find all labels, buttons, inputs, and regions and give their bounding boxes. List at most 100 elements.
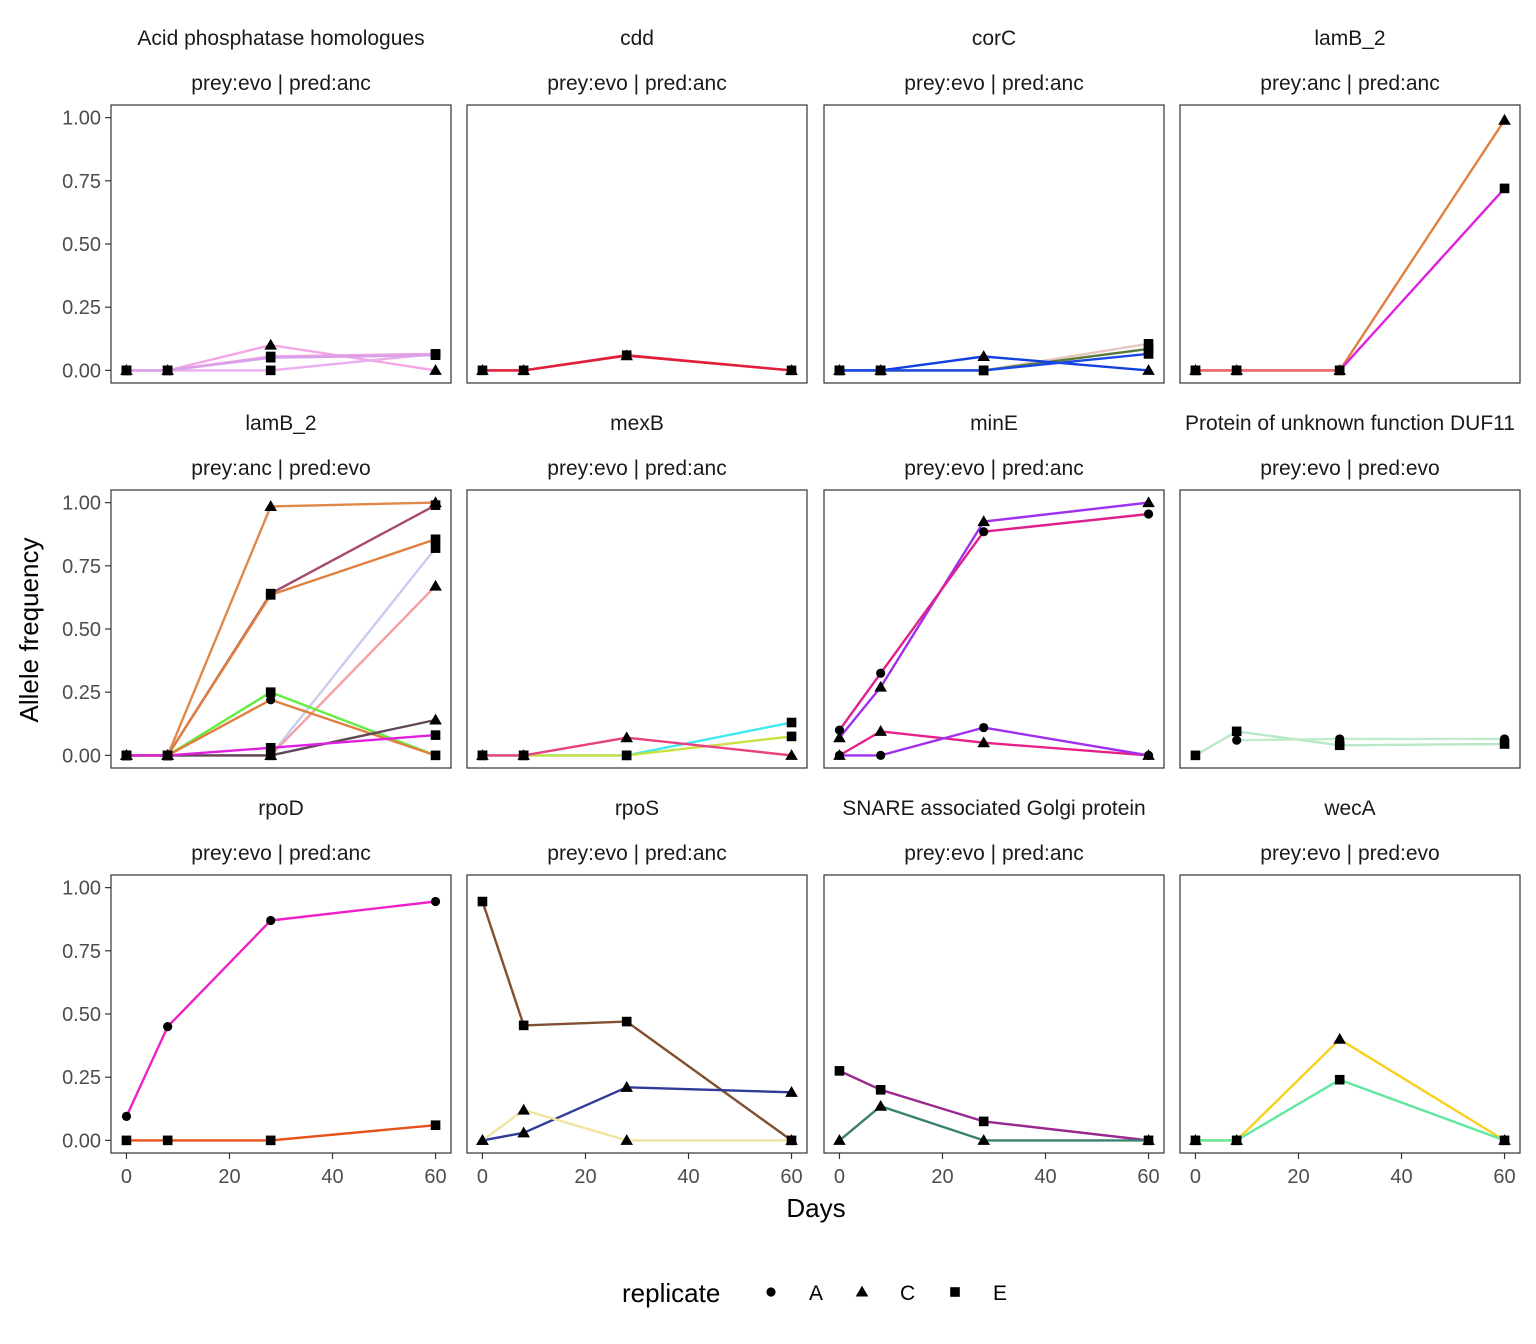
data-point bbox=[876, 750, 886, 760]
panel: SNARE associated Golgi protein prey:evo |… bbox=[823, 797, 1165, 1188]
panel-frame bbox=[466, 874, 808, 1154]
data-point bbox=[1190, 1135, 1201, 1146]
data-point bbox=[874, 680, 887, 692]
legend-key-circle bbox=[766, 1287, 776, 1297]
panel-grid: Acid phosphatase homologues prey:evo | pr… bbox=[62, 27, 1521, 1188]
panel: rpoS prey:evo | pred:anc 0 20 40 60 bbox=[466, 797, 808, 1188]
panel-gene-label: wecA bbox=[1323, 797, 1375, 820]
data-point bbox=[1334, 365, 1345, 376]
data-point bbox=[163, 1022, 173, 1032]
legend-key-square bbox=[950, 1287, 960, 1297]
panel-gene-label: rpoS bbox=[615, 797, 659, 820]
x-tick-label: 20 bbox=[1287, 1166, 1309, 1188]
data-point bbox=[620, 1080, 633, 1092]
series-line bbox=[126, 354, 436, 372]
x-tick-label: 20 bbox=[218, 1166, 240, 1188]
series-line bbox=[838, 512, 1149, 731]
data-point bbox=[876, 668, 886, 678]
panel-gene-label: cdd bbox=[620, 27, 654, 50]
data-point bbox=[121, 1135, 132, 1146]
panel-gene-label: minE bbox=[970, 412, 1018, 435]
y-axis-title: Allele frequency bbox=[14, 538, 44, 723]
data-point bbox=[1232, 735, 1242, 745]
x-tick-label: 40 bbox=[1034, 1166, 1056, 1188]
panel-condition-label: prey:evo | pred:anc bbox=[904, 457, 1083, 480]
series-line bbox=[482, 1086, 792, 1142]
x-tick-label: 60 bbox=[424, 1166, 446, 1188]
panel-frame bbox=[466, 489, 808, 769]
data-point bbox=[977, 736, 990, 748]
panel-gene-label: mexB bbox=[610, 412, 664, 435]
x-tick-label: 60 bbox=[1493, 1166, 1515, 1188]
y-tick-label: 1.00 bbox=[62, 493, 101, 515]
x-tick-label: 40 bbox=[677, 1166, 699, 1188]
data-point bbox=[620, 1134, 633, 1145]
series-line bbox=[481, 1108, 792, 1142]
data-point bbox=[834, 365, 845, 376]
data-point bbox=[162, 1135, 173, 1146]
panel-condition-label: prey:evo | pred:anc bbox=[904, 72, 1083, 95]
data-point bbox=[1143, 750, 1154, 760]
data-point bbox=[978, 365, 989, 376]
data-point bbox=[429, 579, 442, 591]
data-point bbox=[1143, 344, 1154, 354]
panel: corC prey:evo | pred:anc bbox=[823, 27, 1165, 384]
panel-frame bbox=[1179, 874, 1521, 1154]
data-point bbox=[265, 590, 276, 600]
series-line bbox=[838, 1069, 1149, 1142]
panel-gene-label: rpoD bbox=[258, 797, 304, 820]
panel-condition-label: prey:evo | pred:evo bbox=[1260, 842, 1439, 865]
x-tick-label: 0 bbox=[834, 1166, 845, 1188]
y-tick-label: 0.25 bbox=[62, 682, 101, 704]
y-tick-label: 0.75 bbox=[62, 171, 101, 193]
data-point bbox=[429, 364, 442, 375]
panel-gene-label: lamB_2 bbox=[1314, 27, 1385, 50]
data-point bbox=[430, 750, 441, 760]
data-point bbox=[265, 365, 276, 376]
data-point bbox=[517, 1103, 530, 1115]
y-tick-label: 0.75 bbox=[62, 556, 101, 578]
data-point bbox=[430, 534, 441, 545]
data-point bbox=[162, 750, 173, 761]
series-line bbox=[1236, 737, 1505, 742]
data-point bbox=[1143, 509, 1154, 519]
panel: Acid phosphatase homologues prey:evo | pr… bbox=[62, 27, 452, 384]
data-point bbox=[162, 365, 173, 376]
series-line bbox=[839, 726, 1149, 757]
data-point bbox=[979, 722, 989, 733]
series-line bbox=[482, 354, 792, 372]
data-point bbox=[785, 749, 798, 760]
data-point bbox=[786, 731, 797, 742]
y-tick-label: 0.50 bbox=[62, 619, 101, 641]
y-tick-label: 0.00 bbox=[62, 360, 101, 382]
legend-label: E bbox=[993, 1282, 1007, 1305]
data-point bbox=[834, 750, 845, 760]
data-point bbox=[430, 1120, 441, 1130]
data-point bbox=[430, 543, 441, 553]
data-point bbox=[430, 896, 441, 907]
data-point bbox=[1143, 339, 1154, 349]
data-point bbox=[430, 500, 441, 510]
panel: cdd prey:evo | pred:anc bbox=[466, 27, 808, 384]
y-tick-label: 0.25 bbox=[62, 297, 101, 319]
panel-frame bbox=[110, 874, 452, 1154]
data-point bbox=[874, 1099, 887, 1111]
data-point bbox=[1334, 740, 1345, 751]
data-point bbox=[1231, 365, 1242, 376]
data-point bbox=[266, 695, 276, 705]
data-point bbox=[1142, 496, 1155, 508]
data-point bbox=[121, 365, 132, 376]
data-point bbox=[785, 1086, 798, 1097]
data-point bbox=[1142, 364, 1155, 375]
series-line bbox=[125, 900, 436, 1117]
x-tick-label: 40 bbox=[321, 1166, 343, 1188]
data-point bbox=[264, 500, 277, 511]
data-point bbox=[620, 349, 633, 361]
data-point bbox=[834, 1066, 845, 1076]
data-point bbox=[875, 365, 886, 376]
panel-frame bbox=[110, 104, 452, 384]
data-point bbox=[429, 713, 442, 725]
data-point bbox=[978, 1116, 989, 1127]
data-point bbox=[620, 731, 633, 743]
data-point bbox=[476, 1134, 489, 1145]
